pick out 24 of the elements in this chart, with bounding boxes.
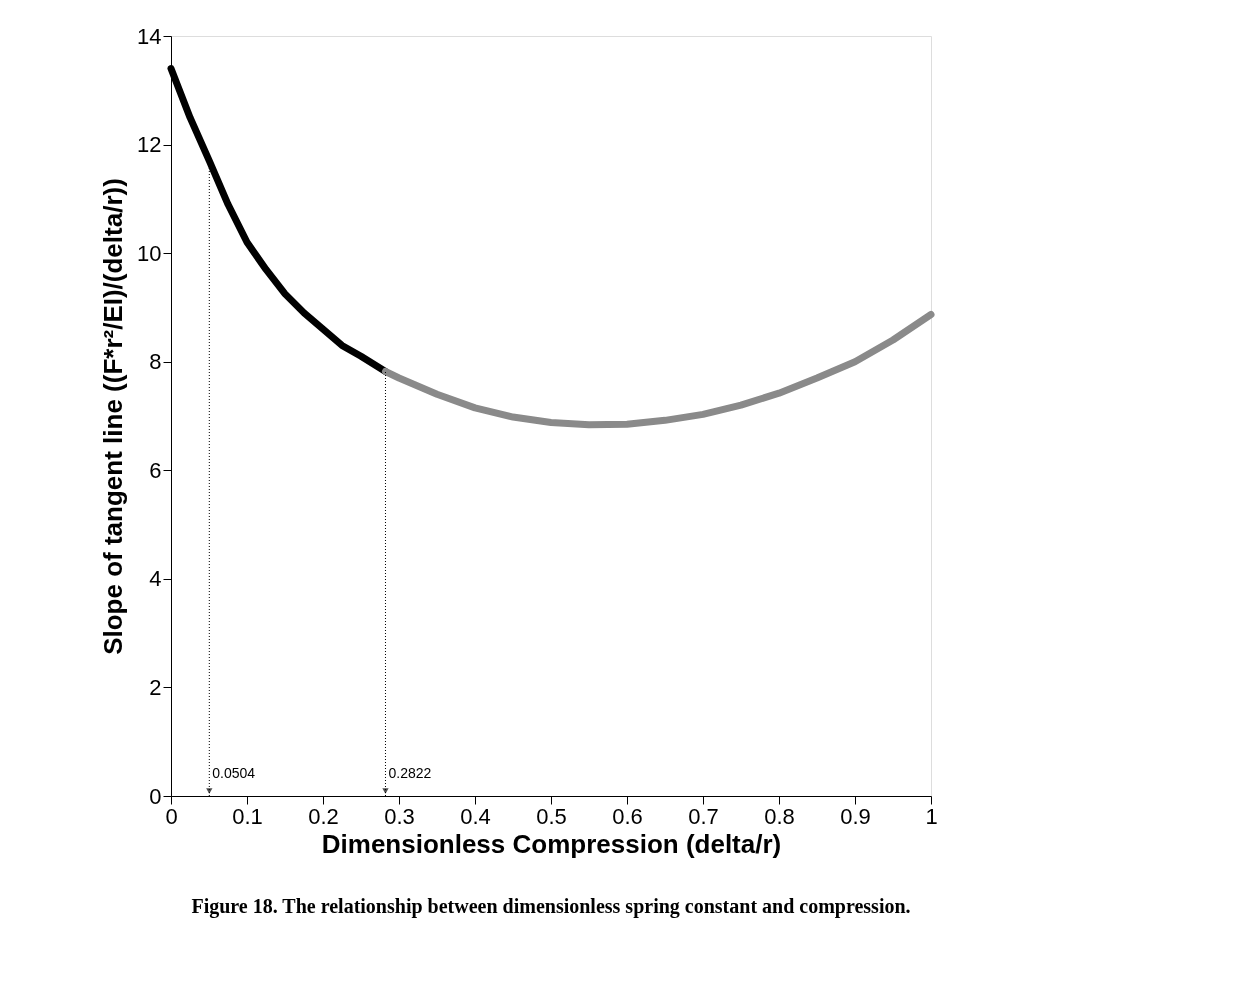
x-axis-title: Dimensionless Compression (delta/r) <box>321 828 782 859</box>
x-tick-label: 0.4 <box>460 803 491 829</box>
y-tick-label: 0 <box>149 783 162 809</box>
y-tick-label: 6 <box>149 457 162 483</box>
x-tick-label: 0.2 <box>308 803 339 829</box>
y-tick-label: 10 <box>137 240 162 266</box>
x-tick-label: 0.8 <box>764 803 795 829</box>
annotation: 0.0504 <box>212 765 256 781</box>
caption: Figure 18. The relationship between dimensionless spring constant and compression. <box>191 895 911 918</box>
y-axis-title: Slope of tangent line ((F*r²/EI)/(delta/r)) <box>98 178 129 655</box>
x-tick-label: 0.6 <box>612 803 643 829</box>
x-tick-label: 1 <box>925 803 938 829</box>
y-tick-label: 2 <box>149 674 162 700</box>
y-tick-label: 14 <box>137 23 162 49</box>
x-tick-label: 0.5 <box>536 803 567 829</box>
x-tick-label: 0 <box>165 803 178 829</box>
x-tick-label: 0.9 <box>840 803 871 829</box>
x-tick-label: 0.3 <box>384 803 415 829</box>
y-tick-label: 12 <box>137 132 162 158</box>
y-tick-label: 4 <box>149 566 162 592</box>
x-tick-label: 0.1 <box>232 803 263 829</box>
annotation: 0.2822 <box>388 765 432 781</box>
x-tick-label: 0.7 <box>688 803 719 829</box>
y-tick-label: 8 <box>149 349 162 375</box>
